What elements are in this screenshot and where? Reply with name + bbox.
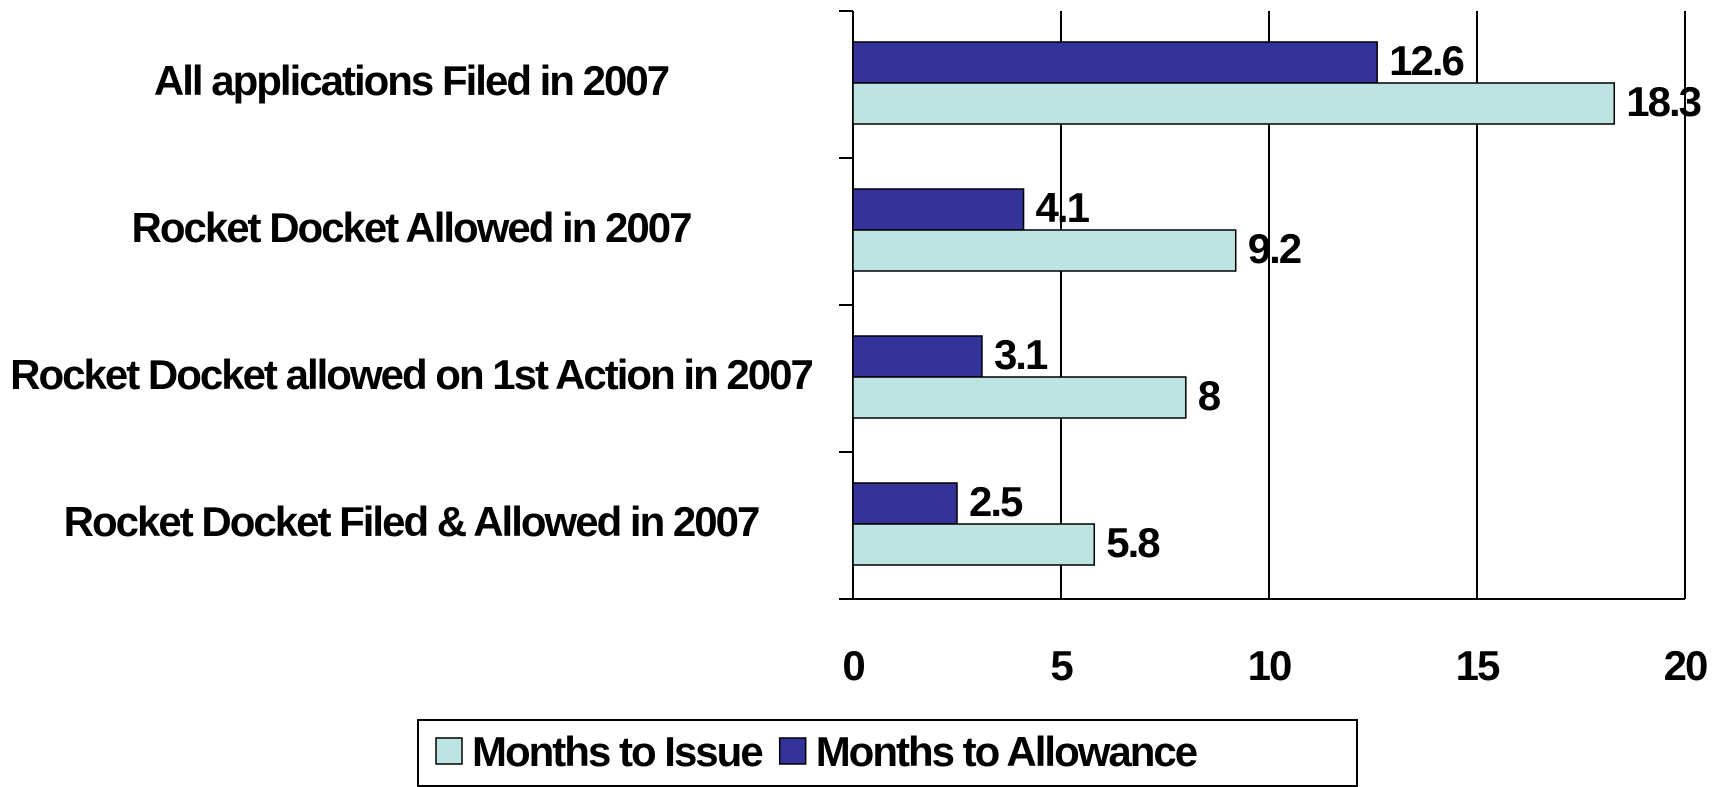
bar xyxy=(852,523,1096,566)
value-label: 8 xyxy=(1198,372,1221,419)
x-tick-label: 20 xyxy=(1664,642,1707,689)
legend-label: Months to Allowance xyxy=(816,728,1197,775)
legend-box xyxy=(417,719,1358,787)
value-label: 3.1 xyxy=(994,331,1048,378)
x-tick-label: 10 xyxy=(1248,642,1291,689)
bar xyxy=(852,335,983,378)
bar xyxy=(852,41,1378,84)
bar xyxy=(852,482,958,525)
x-tick-label: 15 xyxy=(1456,642,1500,689)
value-label: 2.5 xyxy=(969,478,1023,525)
value-label: 12.6 xyxy=(1389,37,1463,84)
bar xyxy=(852,188,1025,231)
category-label: All applications Filed in 2007 xyxy=(153,56,670,104)
category-label: Rocket Docket Filed & Allowed in 2007 xyxy=(63,497,761,545)
category-label: Rocket Docket allowed on 1st Action in 2… xyxy=(10,350,814,398)
legend-swatch xyxy=(778,737,807,765)
legend-swatch xyxy=(435,737,463,765)
legend-label: Months to Issue xyxy=(472,728,762,775)
value-label: 9.2 xyxy=(1248,225,1301,272)
x-tick-label: 0 xyxy=(842,642,864,689)
bar xyxy=(852,82,1616,125)
value-label: 4.1 xyxy=(1036,184,1090,231)
category-label: Rocket Docket Allowed in 2007 xyxy=(131,203,693,251)
value-label: 5.8 xyxy=(1106,519,1160,566)
value-label: 18.3 xyxy=(1626,78,1700,125)
bar xyxy=(852,376,1187,419)
x-tick-label: 5 xyxy=(1050,642,1073,689)
bar xyxy=(852,229,1237,272)
